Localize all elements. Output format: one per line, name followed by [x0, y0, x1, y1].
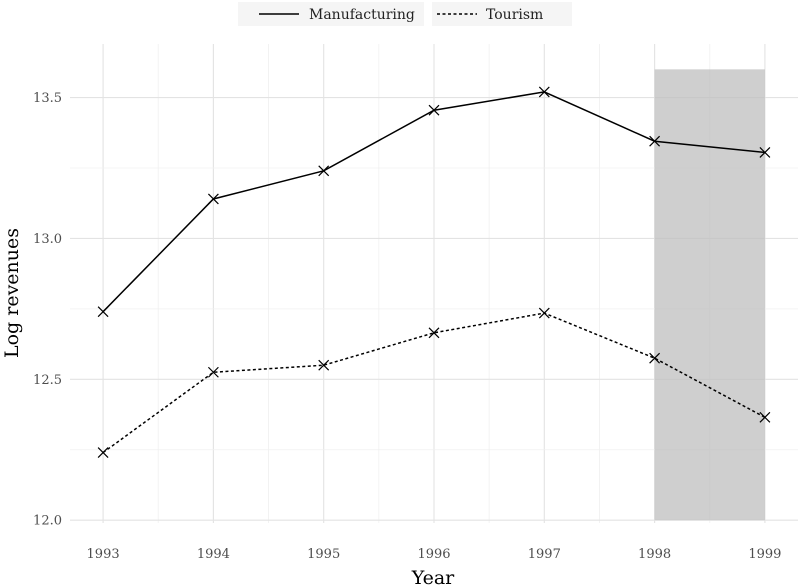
x-tick-label: 1998	[638, 547, 671, 562]
data-point-tourism	[207, 366, 219, 378]
legend-label-tourism: Tourism	[486, 7, 543, 23]
y-tick-label: 13.5	[33, 91, 62, 106]
data-point-tourism	[759, 411, 771, 423]
data-point-tourism	[538, 307, 550, 319]
y-tick-label: 13.0	[33, 232, 62, 247]
data-point-manufacturing	[318, 165, 330, 177]
x-tick-label: 1996	[417, 547, 450, 562]
data-point-manufacturing	[759, 147, 771, 158]
y-tick-label: 12.0	[33, 514, 62, 529]
tick-labels: 1993 1994 1995 1996 1997 1998 1999 12.0 12.5 13.0…	[33, 91, 781, 562]
data-point-manufacturing	[207, 193, 219, 205]
data-point-tourism	[97, 447, 109, 458]
data-point-manufacturing	[97, 306, 109, 318]
y-tick-label: 12.5	[33, 373, 62, 388]
data-point-tourism	[318, 359, 330, 371]
x-axis-title: Year	[411, 567, 455, 587]
x-tick-label: 1997	[528, 547, 561, 562]
data-point-tourism	[649, 352, 661, 364]
series-layer	[97, 86, 771, 458]
legend: Manufacturing Tourism	[238, 2, 572, 26]
shaded-region	[654, 69, 765, 521]
data-point-manufacturing	[428, 104, 440, 116]
y-axis-title: Log revenues	[1, 228, 23, 358]
legend-label-manufacturing: Manufacturing	[309, 7, 415, 23]
x-tick-label: 1999	[748, 547, 781, 562]
data-point-manufacturing	[649, 135, 661, 147]
data-point-tourism	[428, 327, 440, 339]
data-point-manufacturing	[538, 86, 550, 98]
x-tick-label: 1995	[307, 547, 340, 562]
x-tick-label: 1994	[197, 547, 230, 562]
x-tick-label: 1993	[87, 547, 120, 562]
shaded-region-layer	[654, 69, 765, 521]
